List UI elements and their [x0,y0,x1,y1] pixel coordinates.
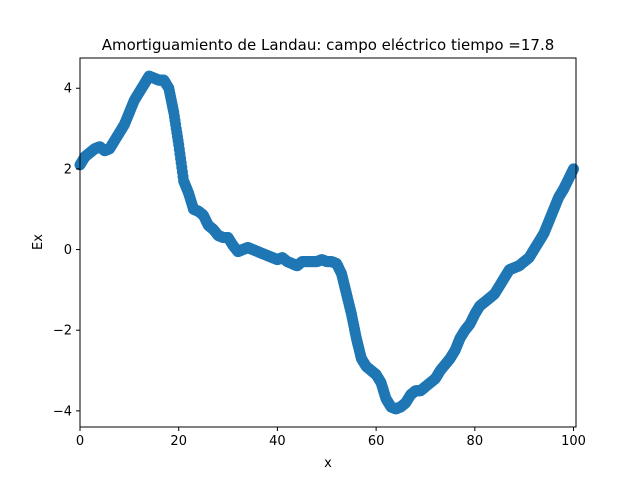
scatter-point [568,163,580,175]
x-tick-label: 100 [561,434,586,449]
y-tick-label: −4 [53,404,72,419]
x-tick-label: 0 [76,434,84,449]
y-axis-label: Ex [31,234,46,250]
plot-frame [79,57,577,428]
y-tick-label: 4 [64,82,72,97]
x-tick-label: 20 [170,434,187,449]
chart-title: Amortiguamiento de Landau: campo eléctri… [102,36,555,54]
y-tick-label: 2 [64,162,72,177]
x-tick-label: 60 [368,434,385,449]
y-tick-label: −2 [53,324,72,339]
x-axis: 0 20 40 60 80 100 [76,427,586,449]
x-tick-label: 80 [467,434,484,449]
scatter-points [74,70,580,415]
x-tick-label: 40 [269,434,286,449]
y-tick-label: 0 [64,243,72,258]
x-axis-label: x [324,456,332,471]
y-axis: −4 −2 0 2 4 [53,82,80,419]
